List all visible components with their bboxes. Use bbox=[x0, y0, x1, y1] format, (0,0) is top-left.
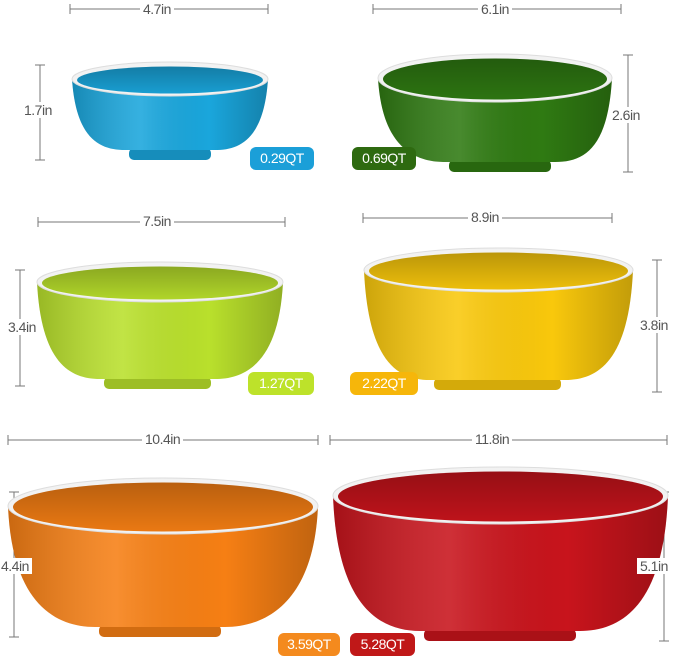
blue-bowl-interior-shadow bbox=[77, 66, 263, 94]
blue-bowl-width-label: 4.7in bbox=[140, 1, 174, 17]
orange-bowl-width-label: 10.4in bbox=[142, 431, 184, 447]
blue-bowl-foot-shade bbox=[129, 148, 211, 160]
green-bowl-capacity-badge: 0.69QT bbox=[352, 147, 416, 170]
red-bowl-foot bbox=[424, 629, 576, 641]
lime-bowl-foot bbox=[104, 377, 211, 389]
yellow-bowl-height-label: 3.8in bbox=[637, 317, 671, 333]
blue-bowl-foot bbox=[129, 148, 211, 160]
lime-bowl-interior-shadow bbox=[42, 266, 278, 300]
blue-bowl-capacity-badge: 0.29QT bbox=[250, 147, 314, 170]
green-bowl-height-label: 2.6in bbox=[609, 107, 643, 123]
orange-bowl-height-label: 4.4in bbox=[0, 558, 32, 574]
orange-bowl-interior-shadow bbox=[13, 482, 313, 532]
yellow-bowl-interior-shadow bbox=[369, 252, 628, 290]
orange-bowl-foot-shade bbox=[99, 625, 221, 637]
lime-bowl-body-shading bbox=[37, 282, 283, 379]
yellow-bowl-foot-shade bbox=[434, 378, 561, 390]
red-bowl-width-label: 11.8in bbox=[472, 431, 513, 447]
orange-bowl-capacity-badge: 3.59QT bbox=[278, 633, 340, 656]
red-bowl-interior-shadow bbox=[338, 471, 663, 522]
red-bowl-foot-shade bbox=[424, 629, 576, 641]
green-bowl-interior-shadow bbox=[383, 58, 607, 100]
yellow-bowl-foot bbox=[434, 378, 561, 390]
yellow-bowl-body-shading bbox=[364, 270, 633, 380]
red-bowl-height-label: 5.1in bbox=[637, 558, 671, 574]
orange-bowl-body-shading bbox=[8, 506, 318, 627]
lime-bowl-capacity-badge: 1.27QT bbox=[248, 372, 314, 395]
lime-bowl-foot-shade bbox=[104, 377, 211, 389]
yellow-bowl-width-label: 8.9in bbox=[468, 209, 502, 225]
lime-bowl-height-label: 3.4in bbox=[5, 319, 39, 335]
green-bowl-foot bbox=[449, 160, 551, 172]
green-bowl-width-label: 6.1in bbox=[478, 1, 512, 17]
orange-bowl-foot bbox=[99, 625, 221, 637]
green-bowl-foot-shade bbox=[449, 160, 551, 172]
red-bowl-capacity-badge: 5.28QT bbox=[350, 633, 415, 656]
red-bowl-body-shading bbox=[333, 495, 668, 631]
blue-bowl-body-shading bbox=[72, 79, 268, 150]
blue-bowl-height-label: 1.7in bbox=[21, 102, 55, 118]
lime-bowl-width-label: 7.5in bbox=[140, 213, 174, 229]
yellow-bowl-capacity-badge: 2.22QT bbox=[350, 372, 418, 395]
